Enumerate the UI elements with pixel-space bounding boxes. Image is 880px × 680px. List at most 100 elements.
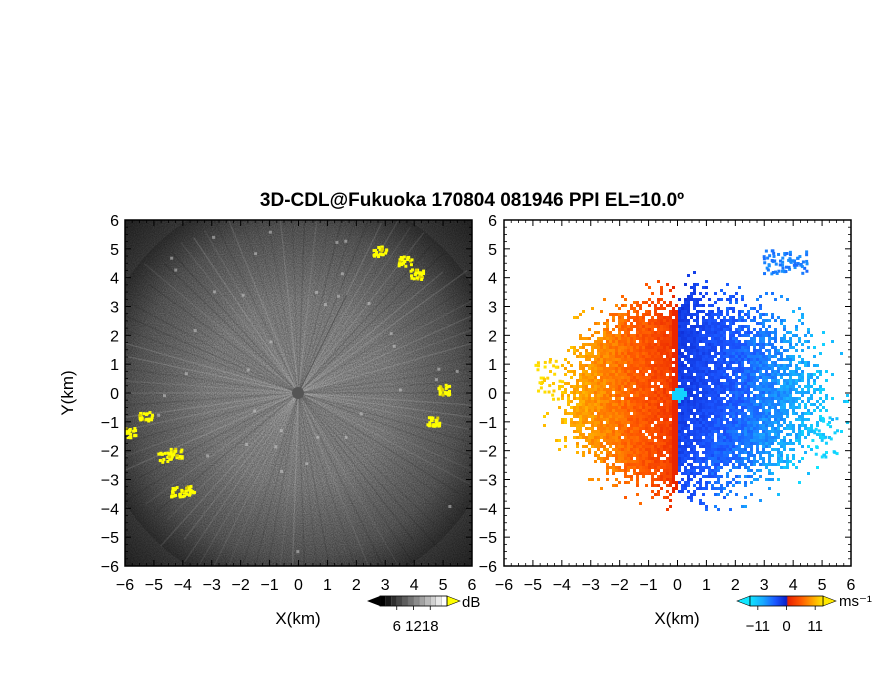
yellow-echo-pixel (181, 495, 185, 499)
right-y-tick-label: −1 (479, 415, 497, 432)
yellow-echo-pixel (398, 260, 402, 264)
yellow-echo-pixel (166, 451, 170, 455)
yellow-echo-pixel (133, 433, 137, 437)
yellow-echo-pixel (188, 486, 192, 490)
velocity-cluster-pixel (793, 266, 797, 270)
right-colorbar-unit: ms⁻¹ (839, 593, 872, 610)
yellow-echo-pixel (125, 429, 129, 433)
yellow-echo-pixel (178, 454, 182, 458)
yellow-echo-pixel (408, 259, 412, 263)
right-colorbar-tick-label: 11 (807, 618, 823, 635)
yellow-echo-pixel (161, 460, 165, 464)
right-axis-ticks: −6 −5 −4 −3 −2 −1 0 1 2 3 4 5 6 6 5 4 3 2 1 0 −1 −2 −3 −4 −5 −6 (479, 213, 856, 594)
yellow-echo-pixel (169, 457, 173, 461)
yellow-echo-pixel (380, 249, 384, 253)
yellow-echo-pixel (410, 258, 414, 262)
yellow-echo-pixel (384, 251, 388, 255)
velocity-cluster-pixel (789, 260, 793, 264)
yellow-echo-pixel (171, 490, 175, 494)
velocity-cluster-pixel (766, 256, 770, 260)
yellow-echo-pixel (420, 277, 424, 281)
velocity-cluster-pixel (795, 263, 799, 267)
right-x-tick-label: −2 (611, 577, 629, 594)
radar-center (292, 387, 304, 399)
yellow-echo-pixel (175, 454, 179, 458)
velocity-cluster-pixel (805, 262, 809, 266)
yellow-echo-pixel (174, 493, 178, 497)
velocity-cluster-pixel (820, 436, 824, 440)
velocity-cluster-pixel (763, 272, 767, 276)
velocity-cluster-pixel (835, 452, 839, 456)
yellow-echo-pixel (172, 453, 176, 457)
right-colorbar-tick-label: 0 (782, 618, 790, 635)
velocity-cluster-pixel (829, 437, 833, 441)
right-y-tick-label: 5 (488, 242, 497, 259)
yellow-echo-pixel (166, 455, 170, 459)
velocity-cluster-pixel (552, 389, 556, 393)
yellow-echo-pixel (183, 494, 187, 498)
yellow-echo-pixel (188, 492, 192, 496)
velocity-cluster-pixel (785, 252, 789, 256)
yellow-echo-pixel (169, 447, 173, 451)
yellow-echo-pixel (406, 257, 410, 261)
yellow-echo-pixel (419, 271, 423, 275)
yellow-echo-pixel (444, 383, 448, 387)
velocity-cluster-pixel (539, 386, 543, 390)
velocity-cluster-pixel (805, 250, 809, 254)
velocity-cluster-pixel (543, 365, 547, 369)
left-x-tick-label: 5 (439, 577, 448, 594)
right-velocity-field (534, 249, 849, 511)
velocity-cluster-pixel (819, 418, 823, 422)
left-y-tick-label: −5 (101, 530, 119, 547)
velocity-cluster-pixel (814, 427, 818, 431)
yellow-echo-pixel (410, 274, 414, 278)
yellow-echo-pixel (173, 488, 177, 492)
left-colorbar-cell (396, 595, 403, 607)
yellow-echo-pixel (374, 253, 378, 257)
yellow-echo-pixel (158, 459, 162, 463)
left-y-tick-label: −6 (101, 559, 119, 576)
velocity-cluster-pixel (537, 389, 541, 393)
yellow-echo-pixel (433, 424, 437, 428)
velocity-cluster-pixel (796, 256, 800, 260)
yellow-echo-pixel (410, 276, 414, 280)
yellow-echo-pixel (180, 455, 184, 459)
velocity-cluster-pixel (822, 436, 826, 440)
velocity-cluster-pixel (552, 397, 556, 401)
velocity-cluster-pixel (829, 425, 833, 429)
velocity-cluster-pixel (767, 264, 771, 268)
velocity-cluster-pixel (811, 438, 815, 442)
yellow-echo-pixel (168, 452, 172, 456)
yellow-echo-pixel (139, 415, 143, 419)
velocity-cluster-pixel (771, 249, 775, 253)
left-x-tick-label: 1 (323, 577, 332, 594)
right-x-tick-label: 2 (731, 577, 740, 594)
left-y-tick-label: 1 (110, 357, 119, 374)
right-colorbar-max-arrow (822, 595, 837, 607)
right-colorbar-tick-label: −11 (746, 618, 770, 635)
velocity-cluster-pixel (813, 429, 817, 433)
velocity-cluster-pixel (823, 453, 827, 457)
left-y-tick-label: 0 (110, 386, 119, 403)
velocity-cluster-pixel (815, 445, 819, 449)
yellow-echo-pixel (175, 486, 179, 490)
yellow-echo-pixel (410, 268, 414, 272)
velocity-cluster-pixel (793, 259, 797, 263)
velocity-cluster-pixel (547, 390, 551, 394)
right-y-tick-label: −2 (479, 444, 497, 461)
yellow-echo-pixel (376, 253, 380, 257)
yellow-echo-pixel (427, 416, 431, 420)
left-x-tick-label: −4 (174, 577, 192, 594)
left-colorbar-cell (430, 595, 437, 607)
chart-title: 3D-CDL@Fukuoka 170804 081946 PPI EL=10.0… (260, 190, 684, 211)
right-y-tick-label: 0 (488, 386, 497, 403)
velocity-cluster-pixel (765, 266, 769, 270)
velocity-cluster-pixel (788, 257, 792, 261)
left-y-tick-label: −3 (101, 473, 119, 490)
velocity-cluster-pixel (773, 259, 777, 263)
right-x-tick-label: −6 (495, 577, 513, 594)
right-x-tick-label: −4 (553, 577, 571, 594)
yellow-echo-pixel (439, 386, 443, 390)
yellow-echo-pixel (163, 451, 167, 455)
yellow-echo-pixel (445, 392, 449, 396)
